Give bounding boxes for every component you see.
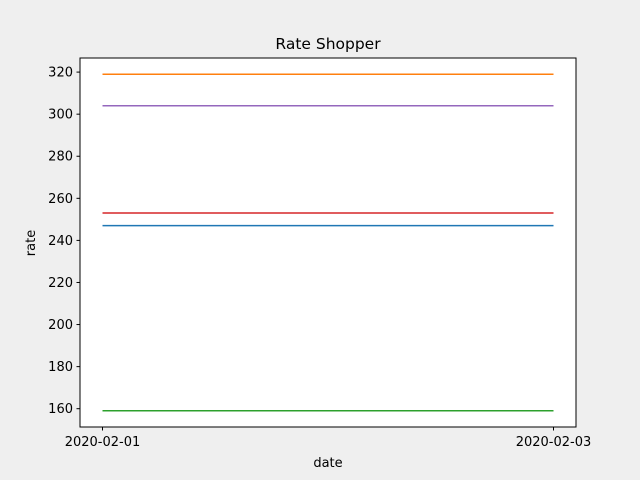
x-tick-label: 2020-02-01 — [65, 435, 141, 450]
y-tick-label: 220 — [48, 276, 73, 291]
plot-frame — [79, 57, 577, 428]
x-tick-label: 2020-02-03 — [516, 435, 592, 450]
y-tick-label: 200 — [48, 318, 73, 333]
y-tick-label: 260 — [48, 192, 73, 207]
y-axis-label: rate — [24, 230, 39, 256]
y-tick-label: 300 — [48, 108, 73, 123]
x-axis-label: date — [313, 456, 342, 471]
y-tick-label: 280 — [48, 150, 73, 165]
x-axis-ticks: 2020-02-01 2020-02-03 — [65, 427, 592, 450]
chart-title: Rate Shopper — [275, 35, 381, 53]
series-lines — [102, 73, 554, 412]
y-tick-label: 240 — [48, 234, 73, 249]
plot-area — [80, 58, 576, 427]
y-tick-label: 180 — [48, 360, 73, 375]
y-axis-ticks: 160 180 200 220 240 260 280 300 320 — [48, 66, 80, 417]
y-tick-label: 160 — [48, 402, 73, 417]
y-tick-label: 320 — [48, 66, 73, 81]
